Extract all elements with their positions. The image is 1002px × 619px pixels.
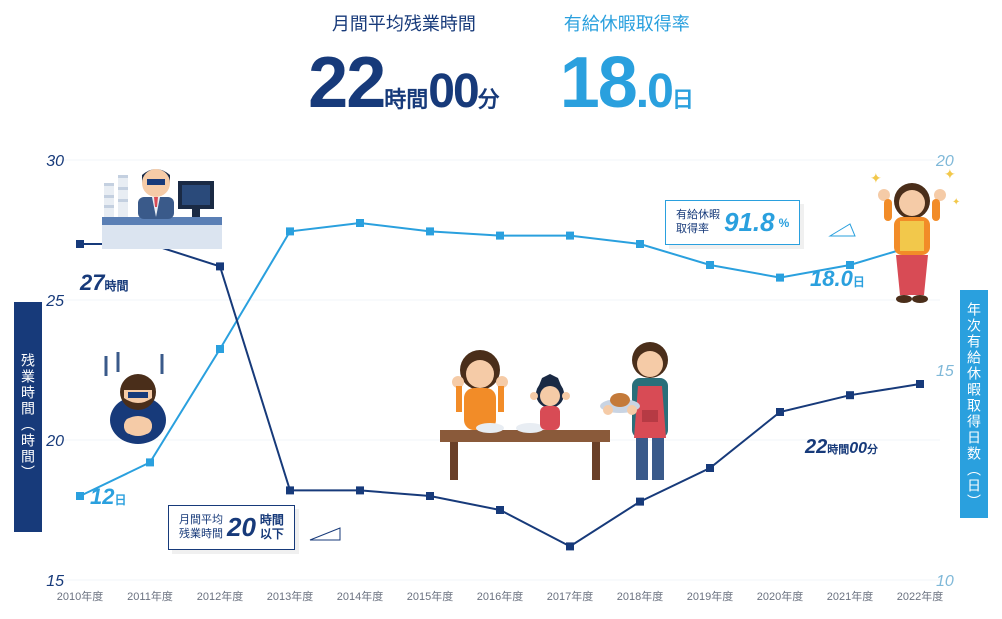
overtime-value: 22 時間 00 分 — [308, 42, 500, 124]
svg-text:2022年度: 2022年度 — [897, 589, 943, 603]
overtime-hours: 22 — [308, 42, 384, 124]
overtime-minutes-unit: 分 — [478, 82, 500, 114]
vac-start-unit: 日 — [114, 493, 126, 507]
vacation-callout-pre2: 取得率 — [676, 223, 709, 235]
vac-end-unit: 日 — [853, 275, 865, 289]
overtime-end-label: 22時間00分 — [805, 436, 878, 459]
chart: 残業時間（時間） 年次有給休暇取得日数（日） 15202530101520201… — [0, 140, 1002, 610]
overtime-callout-suf2: 以下 — [260, 527, 284, 541]
svg-text:20: 20 — [45, 433, 64, 450]
overtime-end-min: 00 — [849, 440, 867, 457]
svg-text:2014年度: 2014年度 — [337, 589, 383, 603]
vacation-unit: 日 — [672, 82, 694, 114]
overtime-callout-pre2: 残業時間 — [179, 528, 223, 540]
svg-text:2021年度: 2021年度 — [827, 589, 873, 603]
office-worker-illustration — [92, 145, 232, 255]
family-dinner-illustration — [430, 320, 710, 500]
svg-text:2020年度: 2020年度 — [757, 589, 803, 603]
svg-text:25: 25 — [45, 293, 64, 310]
overtime-callout-pre1: 月間平均 — [179, 514, 223, 526]
svg-text:30: 30 — [46, 153, 64, 170]
vacation-callout-suf: % — [779, 216, 790, 230]
overtime-metric: 月間平均残業時間 22 時間 00 分 — [308, 10, 500, 124]
happy-person-illustration: ✦ ✦ ✦ — [862, 165, 962, 315]
svg-text:15: 15 — [46, 573, 64, 590]
svg-text:2015年度: 2015年度 — [407, 589, 453, 603]
svg-text:2016年度: 2016年度 — [477, 589, 523, 603]
overtime-end-hu: 時間 — [827, 444, 849, 456]
vacation-callout: 有給休暇 取得率 91.8 % — [665, 200, 800, 245]
overtime-start-label: 27時間 — [80, 270, 129, 296]
svg-text:2011年度: 2011年度 — [127, 589, 173, 603]
overtime-label: 月間平均残業時間 — [308, 10, 500, 36]
overtime-start-unit: 時間 — [104, 279, 128, 293]
overtime-start-num: 27 — [80, 270, 104, 295]
svg-text:2018年度: 2018年度 — [617, 589, 663, 603]
vacation-label: 有給休暇取得率 — [560, 10, 694, 36]
vacation-value: 18 .0 日 — [560, 42, 694, 124]
overtime-minutes: 00 — [428, 64, 477, 119]
svg-text:✦: ✦ — [952, 197, 960, 208]
sad-person-illustration — [94, 348, 184, 448]
vacation-callout-value: 91.8 — [724, 207, 775, 238]
vacation-num: 18 — [560, 42, 636, 124]
vac-start-num: 12 — [90, 484, 114, 509]
svg-text:2017年度: 2017年度 — [547, 589, 593, 603]
overtime-callout-value: 20 — [227, 512, 256, 543]
vacation-end-label: 18.0日 — [810, 266, 865, 292]
overtime-hours-unit: 時間 — [384, 82, 428, 114]
overtime-end-mu: 分 — [867, 444, 878, 456]
svg-text:2010年度: 2010年度 — [57, 589, 103, 603]
svg-text:2013年度: 2013年度 — [267, 589, 313, 603]
overtime-end-num: 22 — [805, 436, 827, 458]
svg-text:10: 10 — [936, 573, 954, 590]
overtime-callout: 月間平均 残業時間 20 時間 以下 — [168, 505, 295, 550]
svg-text:✦: ✦ — [870, 170, 882, 186]
vac-end-num: 18.0 — [810, 266, 853, 291]
svg-text:✦: ✦ — [944, 166, 956, 182]
vacation-callout-pre1: 有給休暇 — [676, 209, 720, 221]
vacation-metric: 有給休暇取得率 18 .0 日 — [560, 10, 694, 124]
svg-text:2012年度: 2012年度 — [197, 589, 243, 603]
svg-text:2019年度: 2019年度 — [687, 589, 733, 603]
svg-text:15: 15 — [936, 363, 954, 380]
vacation-start-label: 12日 — [90, 484, 127, 510]
overtime-callout-suf1: 時間 — [260, 513, 284, 527]
vacation-dec: .0 — [636, 64, 672, 119]
